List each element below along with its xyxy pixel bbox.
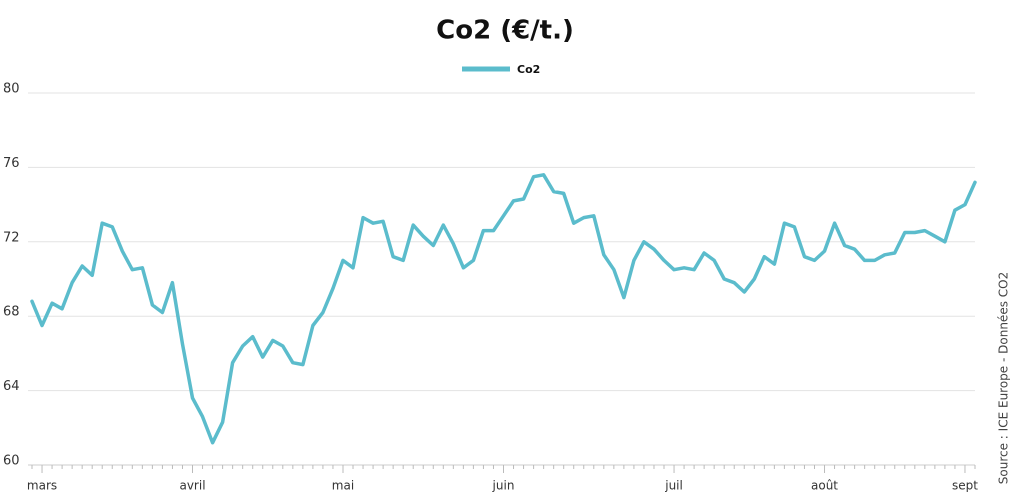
y-tick-label: 72: [3, 230, 20, 245]
legend-label: Co2: [517, 63, 540, 76]
y-tick-label: 68: [3, 305, 20, 320]
x-tick-label: mai: [332, 479, 354, 493]
x-tick-label: avril: [179, 479, 205, 493]
source-note: Source : ICE Europe - Données CO2: [997, 272, 1011, 484]
y-tick-label: 76: [3, 156, 20, 171]
x-tick-label: août: [811, 479, 838, 493]
y-tick-label: 64: [3, 379, 20, 394]
x-tick-label: juil: [664, 479, 683, 493]
x-tick-label: sept: [952, 479, 978, 493]
y-tick-label: 60: [3, 454, 20, 469]
x-tick-label: mars: [27, 479, 57, 493]
data-line: [30, 173, 977, 445]
x-tick-label: juin: [492, 479, 515, 493]
y-tick-label: 80: [3, 82, 20, 97]
chart-title: Co2 (€/t.): [436, 16, 574, 46]
